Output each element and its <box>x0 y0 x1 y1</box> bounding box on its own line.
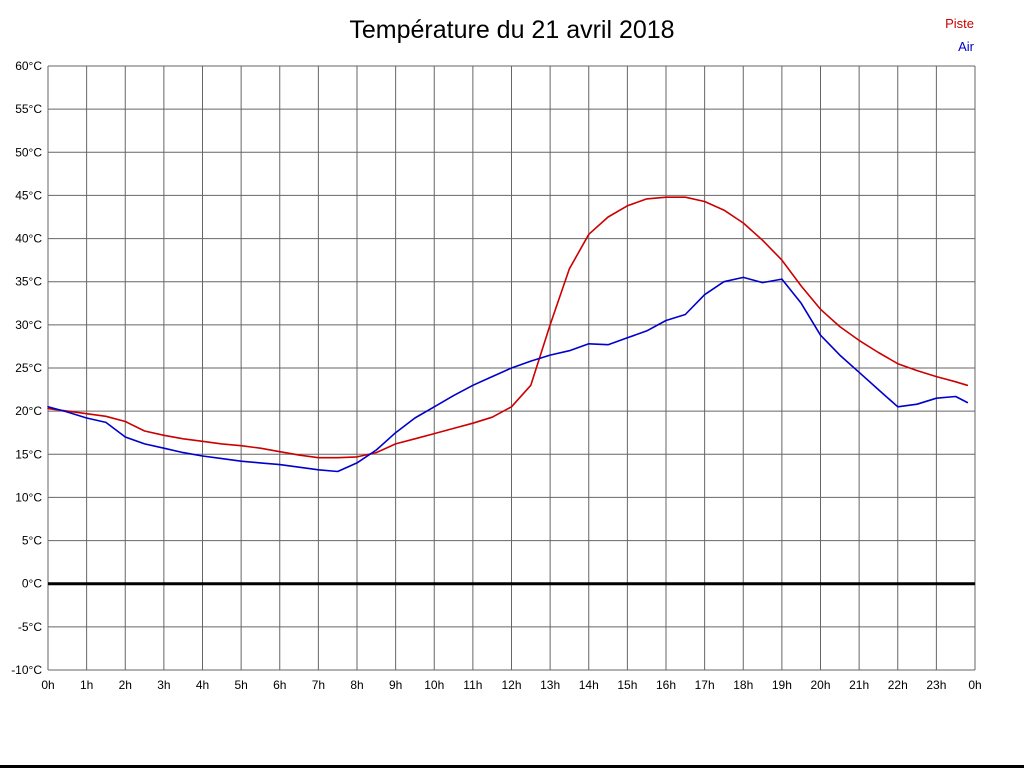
legend-label-piste: Piste <box>945 16 974 31</box>
x-tick-label: 23h <box>926 678 946 692</box>
x-tick-label: 13h <box>540 678 560 692</box>
x-tick-label: 6h <box>273 678 286 692</box>
x-tick-label: 21h <box>849 678 869 692</box>
x-tick-label: 11h <box>463 678 482 692</box>
bottom-border-line <box>0 765 1024 768</box>
x-tick-label: 2h <box>119 678 132 692</box>
y-tick-label: -5°C <box>18 620 42 634</box>
y-tick-label: 30°C <box>15 318 42 332</box>
y-tick-label: 45°C <box>15 188 42 202</box>
y-tick-label: 40°C <box>15 232 42 246</box>
x-tick-label: 4h <box>196 678 209 692</box>
x-tick-label: 7h <box>312 678 325 692</box>
x-tick-label: 15h <box>617 678 637 692</box>
x-tick-label: 10h <box>424 678 444 692</box>
x-tick-label: 16h <box>656 678 676 692</box>
y-tick-label: 50°C <box>15 145 42 159</box>
y-tick-label: 15°C <box>15 447 42 461</box>
y-tick-label: 10°C <box>15 490 42 504</box>
y-tick-label: 60°C <box>15 59 42 73</box>
x-tick-label: 12h <box>501 678 521 692</box>
series-line-air <box>47 276 969 473</box>
x-tick-label: 0h <box>968 678 981 692</box>
x-tick-label: 22h <box>888 678 908 692</box>
x-tick-label: 1h <box>80 678 93 692</box>
chart-legend: Piste Air <box>945 12 974 58</box>
x-tick-label: 19h <box>772 678 792 692</box>
x-tick-label: 17h <box>695 678 715 692</box>
y-tick-label: 35°C <box>15 275 42 289</box>
x-tick-label: 9h <box>389 678 402 692</box>
x-tick-label: 14h <box>579 678 599 692</box>
x-tick-label: 20h <box>810 678 830 692</box>
y-tick-label: 25°C <box>15 361 42 375</box>
x-tick-label: 18h <box>733 678 753 692</box>
legend-label-air: Air <box>958 39 974 54</box>
chart-title: Température du 21 avril 2018 <box>349 16 675 44</box>
x-tick-label: 0h <box>41 678 54 692</box>
y-tick-label: -10°C <box>11 663 42 677</box>
y-tick-label: 5°C <box>22 534 42 548</box>
y-tick-label: 0°C <box>22 577 42 591</box>
y-tick-label: 55°C <box>15 102 42 116</box>
x-tick-label: 3h <box>157 678 170 692</box>
y-tick-label: 20°C <box>15 404 42 418</box>
x-tick-label: 5h <box>234 678 247 692</box>
series-line-piste <box>47 196 969 459</box>
x-tick-label: 8h <box>350 678 363 692</box>
